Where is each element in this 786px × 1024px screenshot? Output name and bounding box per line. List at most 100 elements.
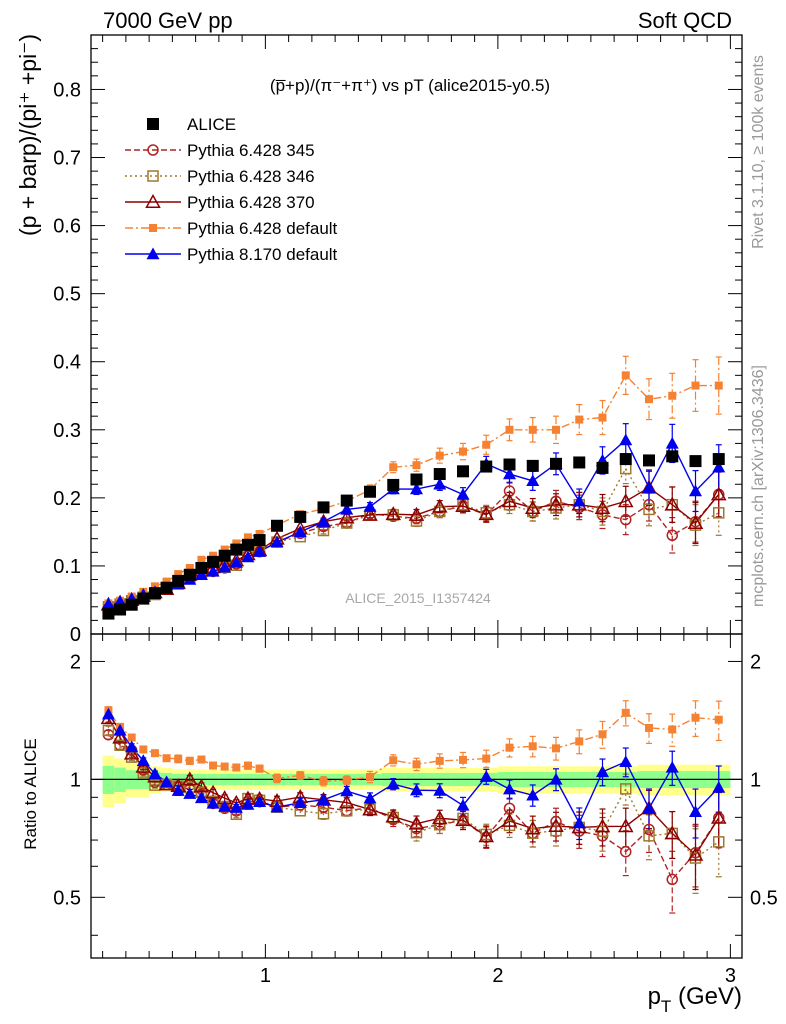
- series-point-ratio: [549, 772, 563, 785]
- series-point-ratio: [253, 795, 267, 807]
- data-point-alice: [125, 598, 138, 611]
- series-point-main: [194, 568, 208, 580]
- series-point-main: [209, 551, 218, 560]
- series-point-ratio: [712, 781, 726, 793]
- series-point-main: [412, 461, 421, 470]
- data-point-alice: [241, 538, 254, 551]
- plot-title: (p̅+p)/(π⁻+π⁺) vs pT (alice2015-y0.5): [270, 76, 550, 95]
- y-tick-label: 0.8: [53, 79, 81, 101]
- series-point-ratio: [341, 804, 353, 817]
- y-tick-label: 0.4: [53, 352, 81, 374]
- legend-marker: [147, 170, 159, 182]
- series-point-ratio: [139, 745, 148, 754]
- series-point-ratio: [552, 744, 560, 753]
- series-point-main: [253, 545, 267, 557]
- series-point-ratio: [232, 763, 241, 772]
- series-point-ratio: [482, 754, 491, 763]
- series-point-main: [293, 525, 307, 538]
- series-point-main: [645, 395, 653, 404]
- series-point-ratio: [270, 800, 284, 813]
- legend-label: ALICE: [187, 115, 236, 134]
- series-point-ratio: [366, 772, 374, 781]
- series-point-ratio: [362, 801, 378, 816]
- series-point-ratio: [113, 723, 127, 736]
- ratio-y-tick-label: 2: [70, 651, 81, 673]
- data-point-alice: [666, 450, 679, 463]
- series-point-ratio: [643, 830, 655, 842]
- series-point-ratio: [617, 818, 634, 833]
- series-point-ratio: [665, 760, 679, 773]
- series-point-main: [270, 535, 284, 548]
- series-point-ratio: [317, 807, 330, 820]
- series-point-main: [408, 506, 425, 521]
- series-point-ratio: [572, 816, 586, 829]
- series-point-main: [668, 391, 677, 400]
- series-point-main: [241, 550, 255, 563]
- data-point-alice: [596, 461, 609, 474]
- series-point-ratio: [171, 784, 185, 796]
- series-point-main: [478, 506, 495, 521]
- data-point-alice: [480, 460, 493, 473]
- data-point-alice: [183, 568, 196, 581]
- axes: 1 2 3 0 0.1 0.2 0.3 0.4 0.5 0.6 0.7 0.8 0.5 0.5 1 1 2 2: [53, 34, 778, 987]
- y-tick-label: 0: [70, 624, 81, 646]
- series-point-main: [174, 570, 183, 579]
- data-point-alice: [148, 587, 161, 600]
- series-point-ratio: [642, 801, 656, 814]
- series-point-main: [575, 415, 584, 424]
- data-point-alice: [218, 549, 231, 562]
- data-point-alice: [207, 555, 220, 568]
- series-point-ratio: [363, 791, 377, 804]
- series-point-ratio: [123, 745, 140, 760]
- data-point-alice: [230, 543, 243, 556]
- data-point-alice: [503, 458, 516, 471]
- series-point-ratio: [148, 767, 162, 779]
- series-point-ratio: [619, 755, 633, 767]
- series-point-ratio: [389, 756, 398, 765]
- series-point-main: [362, 506, 378, 521]
- series-point-main: [664, 496, 681, 511]
- series-point-ratio: [218, 800, 232, 812]
- y-axis-label-ratio: Ratio to ALICE: [21, 738, 40, 850]
- series-point-ratio: [135, 758, 152, 773]
- series-point-main: [524, 500, 541, 515]
- series-point-main: [459, 447, 467, 456]
- y-tick-label: 0.7: [53, 148, 81, 170]
- ratio-y-tick-label-right: 1: [750, 769, 761, 791]
- header-right: Soft QCD: [638, 8, 732, 33]
- series-point-ratio: [183, 787, 197, 799]
- series-point-ratio: [548, 818, 564, 833]
- series-point-ratio: [194, 791, 208, 804]
- series-point-ratio: [550, 815, 562, 828]
- legend-marker: [147, 118, 159, 130]
- legend-label: Pythia 6.428 default: [187, 219, 338, 238]
- series-point-ratio: [319, 777, 328, 786]
- series-point-ratio: [459, 755, 467, 764]
- x-tick-label: 3: [725, 965, 736, 987]
- legend-label: Pythia 6.428 345: [187, 141, 315, 160]
- series-point-ratio: [664, 825, 681, 840]
- ratio-y-tick-label-right: 2: [750, 651, 761, 673]
- series-point-ratio: [645, 723, 653, 732]
- series-point-ratio: [412, 760, 421, 769]
- series-point-main: [363, 500, 377, 512]
- series-point-main: [617, 493, 634, 508]
- series-point-ratio: [689, 805, 702, 817]
- series-point-ratio: [575, 737, 584, 746]
- series-point-main: [218, 560, 232, 573]
- series-point-ratio: [255, 764, 264, 773]
- ratio-y-tick-label-right: 0.5: [750, 887, 778, 909]
- series-point-main: [482, 440, 491, 449]
- series-point-main: [385, 506, 402, 521]
- series-point-ratio: [410, 826, 423, 839]
- legend-label: Pythia 8.170 default: [187, 245, 338, 264]
- data-point-alice: [457, 465, 469, 478]
- series-point-ratio: [197, 755, 206, 764]
- ratio-y-tick-label: 0.5: [53, 887, 81, 909]
- series-point-main: [232, 539, 241, 548]
- data-point-alice: [253, 534, 266, 547]
- data-point-alice: [619, 453, 632, 466]
- series-point-main: [710, 486, 727, 501]
- series-point-ratio: [149, 779, 161, 791]
- y-tick-label: 0.1: [53, 556, 81, 578]
